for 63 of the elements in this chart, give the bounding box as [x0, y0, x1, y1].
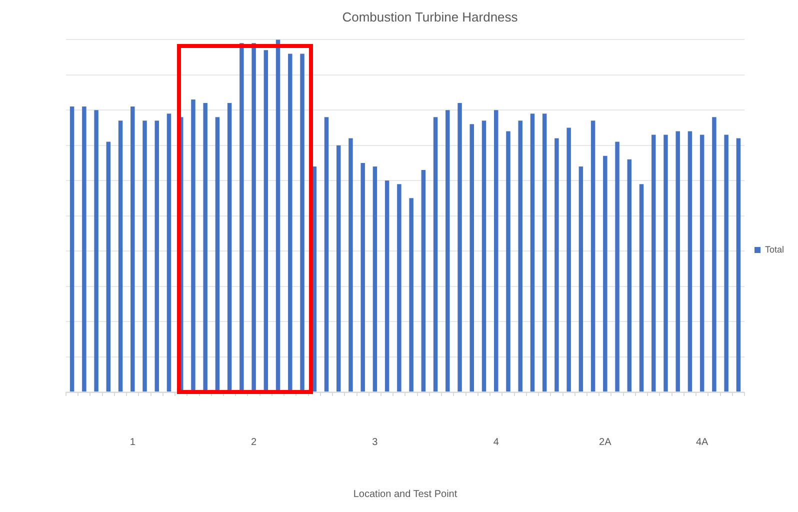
bar [276, 40, 280, 392]
bar [372, 166, 378, 392]
bar [494, 110, 498, 392]
bar [676, 131, 680, 392]
bar [142, 120, 147, 392]
bar [664, 134, 668, 392]
bar [530, 114, 535, 392]
x-tick-label: 2A [599, 436, 612, 448]
bar [82, 106, 86, 392]
bar [518, 120, 522, 392]
bar [203, 103, 208, 392]
bar [554, 138, 559, 392]
bar [264, 50, 268, 392]
x-tick-label: 4A [696, 436, 709, 448]
bar [639, 184, 644, 392]
bar [482, 120, 486, 392]
bar [566, 128, 571, 392]
bar [94, 110, 98, 392]
bar [252, 43, 256, 392]
bar [215, 117, 220, 392]
bar [652, 134, 656, 392]
bar [70, 106, 74, 392]
bar [578, 166, 584, 392]
bar [603, 156, 608, 392]
bar [227, 103, 232, 392]
bar [360, 162, 365, 392]
bar [166, 114, 172, 392]
bar [627, 159, 632, 392]
bar [154, 120, 159, 392]
bar [700, 134, 704, 392]
x-tick-label: 4 [493, 436, 500, 448]
x-tick-label: 2 [251, 436, 258, 448]
bar [106, 142, 111, 392]
bar [615, 142, 620, 392]
bar [736, 138, 741, 392]
bar [191, 100, 196, 392]
bar [384, 180, 390, 392]
bar [336, 145, 341, 392]
bar [288, 54, 292, 392]
bar [130, 106, 135, 392]
bar [409, 198, 414, 392]
bar [458, 103, 462, 392]
bar [348, 138, 353, 392]
bar [724, 134, 728, 392]
bar [506, 131, 510, 392]
bar [712, 117, 716, 392]
bar [446, 110, 450, 392]
x-axis-title: Location and Test Point [353, 488, 458, 500]
bar [542, 114, 547, 392]
x-tick-label: 1 [130, 436, 136, 448]
bar [300, 54, 304, 392]
bar [397, 184, 402, 392]
bar [470, 124, 474, 392]
bar [433, 117, 438, 392]
bar [118, 120, 123, 392]
bar [324, 117, 329, 392]
bar [421, 170, 426, 392]
bar [590, 120, 596, 392]
legend-label: Total [764, 244, 784, 254]
bar [688, 131, 692, 392]
chart-title: Combustion Turbine Hardness [342, 9, 518, 24]
bar [240, 43, 244, 392]
x-tick-label: 3 [372, 436, 378, 448]
